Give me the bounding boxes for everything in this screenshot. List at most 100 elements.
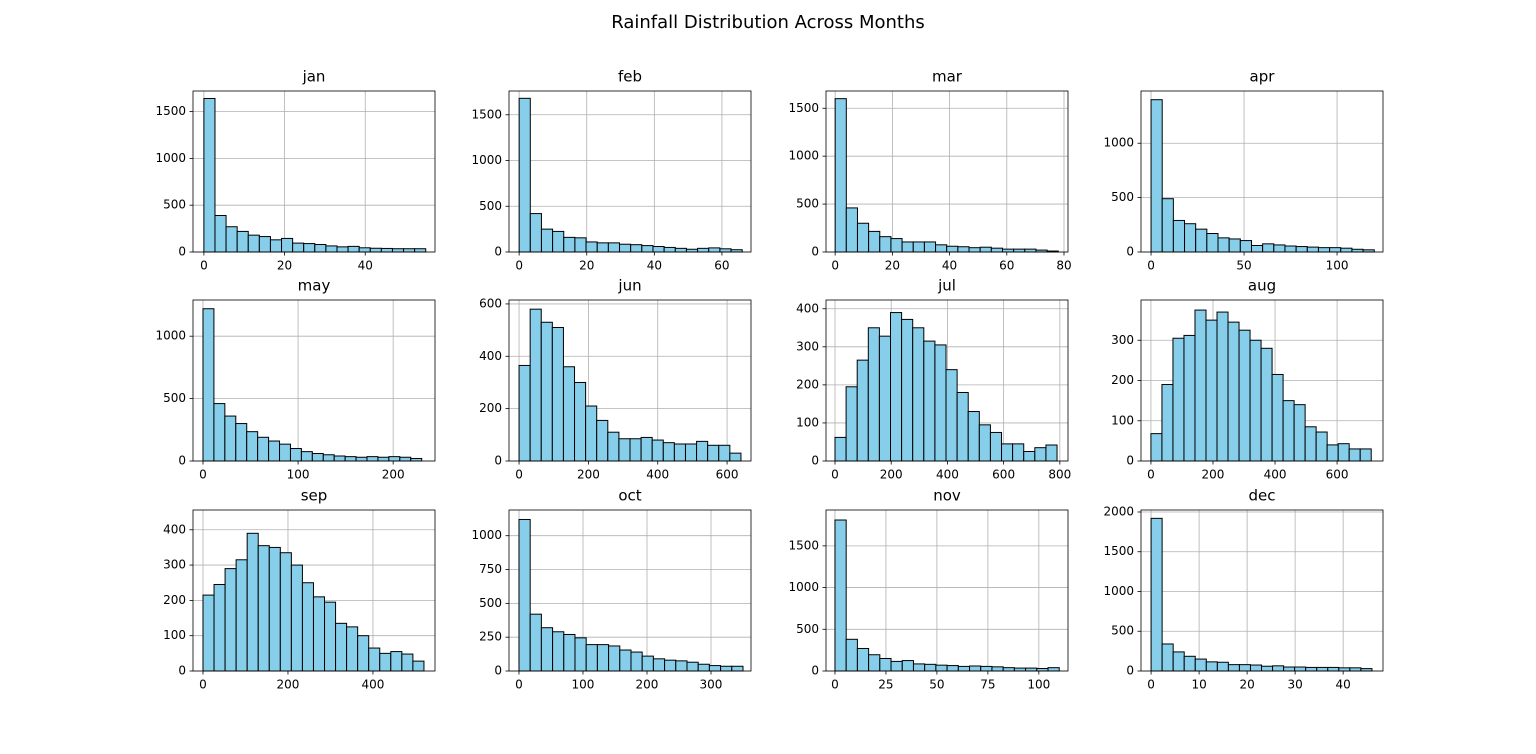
x-tick-label: 200	[277, 678, 300, 692]
axes-frame	[508, 299, 752, 462]
bar	[856, 222, 870, 253]
bar	[1293, 404, 1306, 462]
bar	[664, 659, 677, 672]
bar	[246, 532, 259, 672]
bar	[1194, 309, 1207, 462]
bar	[1047, 667, 1060, 672]
bar	[980, 665, 993, 672]
bar	[596, 419, 609, 462]
bar	[619, 649, 632, 672]
x-tick-label: 0	[200, 259, 208, 273]
bar	[1239, 240, 1252, 253]
bar	[596, 644, 610, 672]
bar	[224, 568, 237, 672]
x-tick-label: 50	[1236, 259, 1251, 273]
x-tick-label: 20	[277, 259, 292, 273]
bar	[335, 622, 348, 672]
bar	[890, 312, 903, 462]
bar	[1284, 245, 1297, 253]
bar	[675, 660, 688, 672]
subplot-title: aug	[1248, 277, 1276, 295]
bar	[1172, 651, 1185, 672]
subplot-title: mar	[932, 68, 963, 86]
bar	[414, 248, 427, 253]
bar	[845, 638, 858, 672]
bar	[518, 518, 531, 672]
bar	[303, 243, 316, 253]
x-tick-label: 40	[1336, 678, 1351, 692]
subplot-title: jul	[937, 277, 956, 295]
subplot: aug 0 100 200 300 0 200 400 600	[1111, 277, 1384, 482]
bar	[1249, 339, 1262, 462]
x-tick-label: 600	[1326, 468, 1349, 482]
x-tick-label: 0	[831, 259, 839, 273]
bar	[662, 442, 675, 462]
y-tick-label: 0	[1126, 664, 1134, 678]
bar	[619, 243, 632, 253]
bar	[224, 415, 237, 462]
bar	[1351, 248, 1364, 253]
bar	[235, 423, 248, 462]
bar	[388, 456, 401, 462]
y-tick-label: 1500	[788, 101, 819, 115]
subplot: feb 0 500 1000 1500 0 20 40 60	[471, 68, 752, 273]
bar	[1295, 246, 1308, 253]
bar	[708, 247, 721, 253]
x-tick-label: 40	[358, 259, 373, 273]
x-tick-label: 400	[936, 468, 959, 482]
x-tick-label: 200	[1202, 468, 1225, 482]
x-tick-label: 60	[714, 259, 729, 273]
bar	[663, 246, 676, 253]
bar	[901, 318, 914, 462]
bar	[956, 391, 969, 462]
bar	[574, 637, 587, 672]
bar	[596, 242, 609, 253]
subplot-title: sep	[301, 487, 328, 505]
y-tick-label: 0	[811, 454, 819, 468]
axes-frame	[825, 509, 1069, 672]
bar	[368, 647, 381, 672]
axes-frame	[192, 299, 436, 462]
bar	[355, 456, 368, 462]
x-tick-label: 200	[880, 468, 903, 482]
bar	[322, 454, 335, 462]
bar	[246, 431, 259, 462]
bar	[1329, 247, 1342, 253]
bar	[563, 633, 576, 672]
bar	[607, 431, 620, 462]
y-tick-label: 0	[178, 664, 186, 678]
bar	[552, 230, 565, 253]
y-tick-label: 1000	[1103, 584, 1134, 598]
subplot-title: jan	[302, 68, 326, 86]
bar	[731, 665, 744, 672]
y-tick-label: 1000	[155, 329, 186, 343]
bar	[1216, 311, 1229, 462]
bar	[1348, 448, 1361, 462]
y-tick-label: 400	[796, 301, 819, 315]
x-tick-label: 600	[992, 468, 1015, 482]
x-tick-label: 0	[515, 678, 523, 692]
y-tick-label: 0	[494, 245, 502, 259]
bar	[314, 244, 327, 253]
bar	[1206, 233, 1219, 253]
bar	[257, 436, 270, 462]
bar	[868, 654, 881, 672]
y-tick-label: 100	[1111, 413, 1134, 427]
x-tick-label: 0	[1147, 678, 1155, 692]
axes-frame	[1140, 509, 1384, 672]
x-tick-label: 50	[929, 678, 944, 692]
subplot: apr 0 500 1000 0 50 100	[1103, 68, 1384, 273]
y-tick-label: 500	[796, 197, 819, 211]
bar	[630, 244, 643, 253]
axes-frame	[508, 90, 752, 253]
y-tick-label: 600	[479, 296, 502, 310]
y-tick-label: 1000	[788, 149, 819, 163]
subplot-title: oct	[618, 487, 641, 505]
y-tick-label: 0	[811, 664, 819, 678]
subplot-title: may	[298, 277, 331, 295]
x-tick-label: 800	[1048, 468, 1071, 482]
y-tick-label: 0	[178, 454, 186, 468]
bar	[990, 247, 1003, 253]
bar	[673, 443, 686, 462]
bar	[978, 424, 991, 462]
